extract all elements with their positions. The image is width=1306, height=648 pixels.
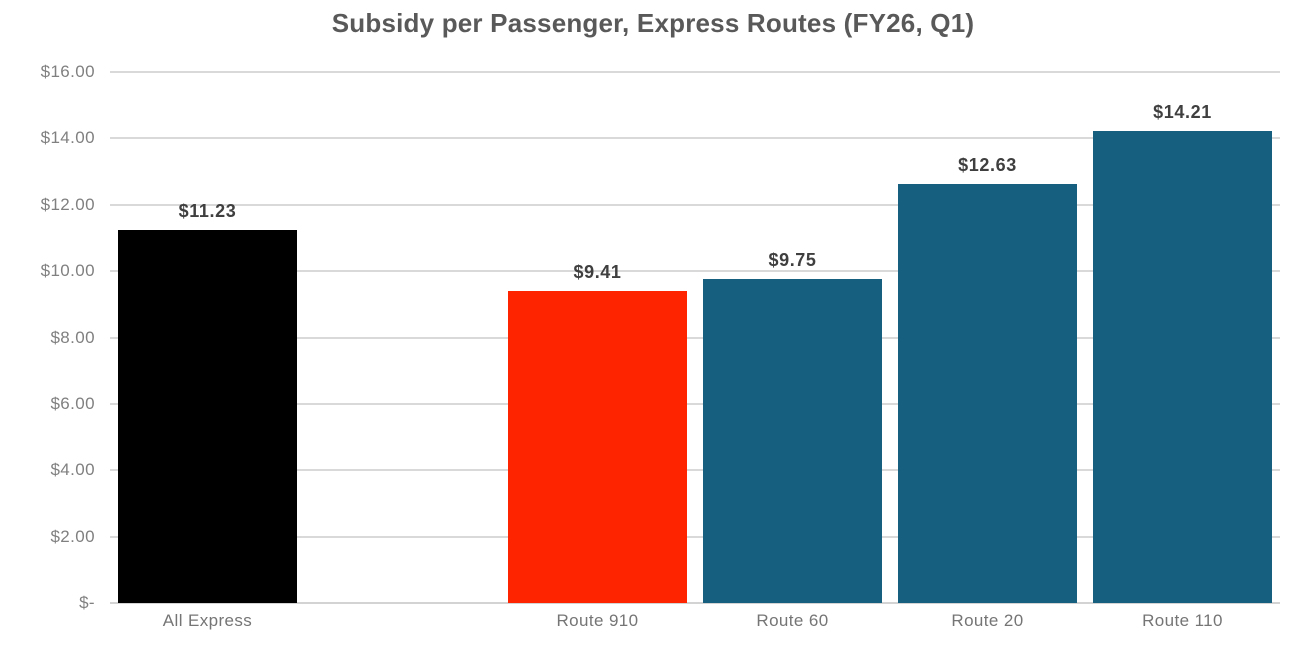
y-axis-labels: $16.00 $14.00 $12.00 $10.00 $8.00 $6.00 $4.00 $… xyxy=(0,62,95,612)
y-tick-label: $14.00 xyxy=(40,128,95,148)
y-tick-label: $- xyxy=(79,593,95,612)
x-category-label: Route 20 xyxy=(951,611,1024,630)
y-tick-label: $4.00 xyxy=(50,460,95,480)
bar-value-label: $11.23 xyxy=(178,201,237,222)
gridline xyxy=(110,336,1280,339)
gridline xyxy=(110,402,1280,405)
y-tick-label: $6.00 xyxy=(50,393,95,413)
gridline xyxy=(110,270,1280,273)
bar-route-110 xyxy=(1093,131,1272,603)
x-category-label: Route 910 xyxy=(556,611,639,630)
bar-value-label: $9.75 xyxy=(768,250,817,271)
y-tick-label: $12.00 xyxy=(40,194,95,214)
y-tick-label: $2.00 xyxy=(50,526,95,546)
gridline xyxy=(110,535,1280,538)
bar-all-express xyxy=(118,230,297,603)
bar-value-label: $14.21 xyxy=(1153,102,1212,123)
y-tick-label: $16.00 xyxy=(40,62,95,81)
gridline xyxy=(110,71,1280,73)
gridline xyxy=(110,469,1280,472)
gridline xyxy=(110,203,1280,206)
chart-title: Subsidy per Passenger, Express Routes (F… xyxy=(331,8,975,38)
gridline xyxy=(110,137,1280,140)
bar-value-label: $9.41 xyxy=(573,261,622,282)
x-category-label: Route 110 xyxy=(1142,611,1223,630)
x-category-label: All Express xyxy=(162,611,253,630)
y-tick-label: $8.00 xyxy=(50,327,95,347)
bar-route-60 xyxy=(703,279,882,603)
x-axis-labels: All Express Route 910 Route 60 Route 20 Rout… xyxy=(110,611,1280,637)
bar-route-20 xyxy=(898,183,1077,603)
gridline xyxy=(110,602,1280,604)
y-tick-label: $10.00 xyxy=(40,261,95,281)
bar-route-910 xyxy=(508,290,687,603)
x-category-label: Route 60 xyxy=(756,611,829,630)
bar-value-label: $12.63 xyxy=(958,154,1017,175)
plot-area: $11.23 $9.41 $9.75 $12.63 $14.21 xyxy=(110,71,1280,604)
